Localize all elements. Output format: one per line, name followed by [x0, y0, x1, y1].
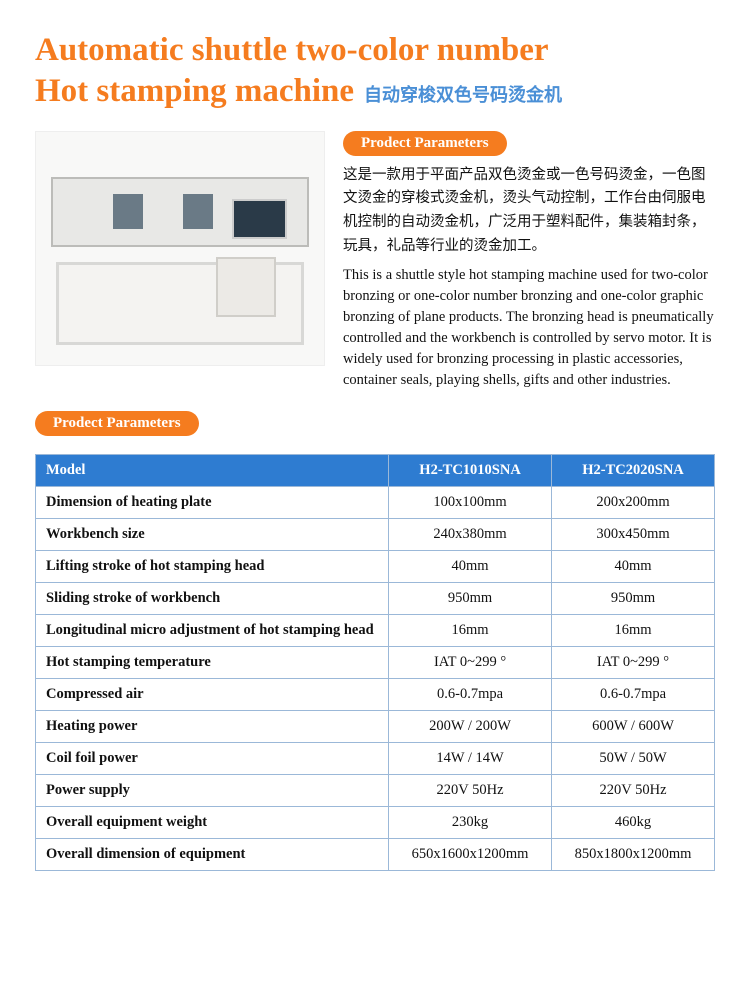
spec-value-a: 230kg — [389, 807, 552, 839]
table-row: Overall dimension of equipment650x1600x1… — [36, 839, 715, 871]
spec-value-a: 950mm — [389, 583, 552, 615]
title-cn: 自动穿梭双色号码烫金机 — [364, 85, 562, 105]
col-model-a: H2-TC1010SNA — [389, 455, 552, 487]
table-row: Overall equipment weight230kg460kg — [36, 807, 715, 839]
spec-value-b: 0.6-0.7mpa — [552, 679, 715, 711]
spec-label: Lifting stroke of hot stamping head — [36, 551, 389, 583]
spec-value-a: 240x380mm — [389, 519, 552, 551]
control-screen-icon — [232, 199, 287, 239]
col-model: Model — [36, 455, 389, 487]
table-row: Hot stamping temperatureIAT 0~299 °IAT 0… — [36, 647, 715, 679]
stamp-head-icon — [113, 194, 143, 229]
spec-label: Overall equipment weight — [36, 807, 389, 839]
parameters-pill: Prodect Parameters — [35, 411, 199, 436]
spec-value-b: 300x450mm — [552, 519, 715, 551]
spec-value-a: 100x100mm — [389, 487, 552, 519]
spec-value-b: 50W / 50W — [552, 743, 715, 775]
table-row: Heating power200W / 200W600W / 600W — [36, 711, 715, 743]
spec-value-a: 40mm — [389, 551, 552, 583]
spec-label: Sliding stroke of workbench — [36, 583, 389, 615]
table-row: Sliding stroke of workbench950mm950mm — [36, 583, 715, 615]
title-en-line1: Automatic shuttle two-color number — [35, 30, 715, 71]
table-row: Lifting stroke of hot stamping head40mm4… — [36, 551, 715, 583]
spec-label: Coil foil power — [36, 743, 389, 775]
table-row: Longitudinal micro adjustment of hot sta… — [36, 615, 715, 647]
spec-label: Longitudinal micro adjustment of hot sta… — [36, 615, 389, 647]
table-row: Dimension of heating plate100x100mm200x2… — [36, 487, 715, 519]
machine-rail — [51, 177, 309, 247]
col-model-b: H2-TC2020SNA — [552, 455, 715, 487]
spec-label: Hot stamping temperature — [36, 647, 389, 679]
intro-row: Prodect Parameters 这是一款用于平面产品双色烫金或一色号码烫金… — [35, 131, 715, 392]
spec-value-b: 200x200mm — [552, 487, 715, 519]
spec-label: Heating power — [36, 711, 389, 743]
table-row: Compressed air0.6-0.7mpa0.6-0.7mpa — [36, 679, 715, 711]
spec-value-b: IAT 0~299 ° — [552, 647, 715, 679]
machine-frame — [56, 262, 304, 345]
product-image — [35, 131, 325, 366]
spec-label: Power supply — [36, 775, 389, 807]
spec-value-a: 0.6-0.7mpa — [389, 679, 552, 711]
spec-value-b: 850x1800x1200mm — [552, 839, 715, 871]
table-row: Coil foil power14W / 14W50W / 50W — [36, 743, 715, 775]
spec-value-a: IAT 0~299 ° — [389, 647, 552, 679]
control-box-icon — [216, 257, 276, 317]
spec-table: Model H2-TC1010SNA H2-TC2020SNA Dimensio… — [35, 454, 715, 871]
spec-value-a: 200W / 200W — [389, 711, 552, 743]
intro-text: Prodect Parameters 这是一款用于平面产品双色烫金或一色号码烫金… — [343, 131, 715, 392]
spec-value-b: 220V 50Hz — [552, 775, 715, 807]
spec-value-b: 600W / 600W — [552, 711, 715, 743]
spec-value-b: 40mm — [552, 551, 715, 583]
stamp-head-icon — [183, 194, 213, 229]
spec-label: Workbench size — [36, 519, 389, 551]
spec-value-a: 16mm — [389, 615, 552, 647]
table-row: Workbench size240x380mm300x450mm — [36, 519, 715, 551]
spec-label: Dimension of heating plate — [36, 487, 389, 519]
table-row: Power supply220V 50Hz220V 50Hz — [36, 775, 715, 807]
title-en-line2: Hot stamping machine — [35, 73, 354, 109]
parameters-header: Prodect Parameters — [35, 411, 715, 444]
spec-value-a: 650x1600x1200mm — [389, 839, 552, 871]
spec-value-b: 460kg — [552, 807, 715, 839]
description-cn: 这是一款用于平面产品双色烫金或一色号码烫金，一色图文烫金的穿梭式烫金机，烫头气动… — [343, 164, 715, 260]
spec-label: Compressed air — [36, 679, 389, 711]
spec-value-a: 14W / 14W — [389, 743, 552, 775]
spec-value-a: 220V 50Hz — [389, 775, 552, 807]
spec-label: Overall dimension of equipment — [36, 839, 389, 871]
title-line2-wrap: Hot stamping machine 自动穿梭双色号码烫金机 — [35, 71, 715, 112]
spec-value-b: 950mm — [552, 583, 715, 615]
title-block: Automatic shuttle two-color number Hot s… — [35, 30, 715, 113]
intro-pill: Prodect Parameters — [343, 131, 507, 156]
table-header-row: Model H2-TC1010SNA H2-TC2020SNA — [36, 455, 715, 487]
spec-value-b: 16mm — [552, 615, 715, 647]
description-en: This is a shuttle style hot stamping mac… — [343, 265, 715, 391]
